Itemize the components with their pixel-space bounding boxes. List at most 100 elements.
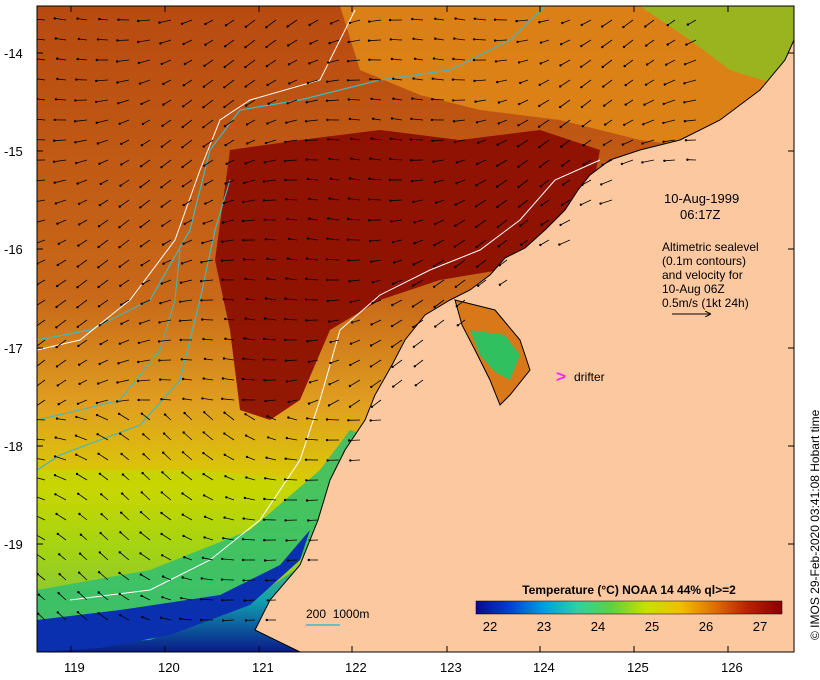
velocity-arrow-head — [304, 120, 308, 123]
velocity-arrow-head — [497, 101, 501, 104]
velocity-arrow — [454, 219, 466, 227]
velocity-arrow — [265, 477, 277, 481]
velocity-arrow-head — [202, 337, 205, 341]
velocity-arrow — [266, 39, 277, 48]
velocity-arrow-head — [53, 181, 56, 184]
velocity-arrow-head — [223, 105, 226, 109]
velocity-arrow — [222, 398, 235, 401]
velocity-arrow — [121, 493, 130, 501]
velocity-arrow — [37, 299, 46, 306]
velocity-arrow — [583, 139, 592, 146]
velocity-arrow-head — [117, 102, 120, 105]
velocity-arrow-head — [388, 178, 392, 181]
velocity-arrow-head — [432, 265, 436, 268]
velocity-arrow-head — [328, 320, 331, 323]
velocity-arrow — [644, 99, 655, 106]
velocity-arrow — [76, 159, 88, 164]
velocity-arrow-head — [413, 365, 416, 368]
velocity-arrow — [56, 339, 67, 348]
velocity-arrow — [163, 79, 172, 85]
velocity-arrow-head — [243, 599, 246, 602]
velocity-arrow-head — [160, 186, 163, 189]
velocity-arrow-head — [369, 157, 372, 160]
velocity-arrow-head — [348, 21, 352, 25]
velocity-arrow — [623, 39, 634, 48]
velocity-arrow-head — [391, 240, 395, 244]
velocity-arrow — [99, 552, 109, 561]
velocity-arrow-head — [389, 199, 392, 202]
lon-label: 125 — [627, 660, 649, 675]
velocity-arrow-head — [348, 384, 352, 388]
velocity-arrow-head — [161, 471, 164, 474]
velocity-arrow — [348, 39, 361, 43]
velocity-arrow — [518, 179, 529, 188]
velocity-arrow-head — [266, 83, 269, 87]
velocity-arrow — [37, 613, 46, 621]
velocity-arrow-head — [182, 397, 185, 400]
velocity-arrow — [456, 159, 466, 163]
velocity-arrow-head — [308, 62, 311, 65]
velocity-arrow — [369, 239, 382, 242]
velocity-arrow-head — [286, 217, 289, 221]
velocity-arrow-head — [97, 612, 100, 615]
velocity-arrow-head — [284, 140, 287, 144]
velocity-arrow — [538, 119, 550, 128]
velocity-arrow-head — [182, 105, 185, 108]
velocity-arrow-head — [367, 39, 371, 42]
velocity-arrow — [288, 59, 298, 65]
velocity-arrow — [474, 18, 487, 21]
velocity-arrow-head — [346, 238, 350, 241]
velocity-arrow — [330, 339, 340, 343]
velocity-arrow-head — [624, 103, 627, 106]
velocity-arrow — [162, 219, 172, 227]
velocity-arrow-head — [159, 378, 162, 381]
velocity-arrow-head — [140, 144, 144, 147]
velocity-arrow-head — [326, 278, 329, 282]
velocity-arrow-head — [204, 22, 207, 26]
velocity-arrow-head — [348, 177, 352, 180]
velocity-arrow-head — [558, 243, 561, 246]
velocity-arrow — [476, 179, 487, 186]
velocity-arrow-head — [96, 142, 100, 145]
velocity-arrow — [161, 279, 172, 284]
velocity-arrow-head — [141, 282, 144, 286]
velocity-arrow — [201, 279, 214, 282]
velocity-arrow — [119, 572, 130, 581]
velocity-arrow-head — [308, 217, 311, 220]
velocity-arrow — [164, 414, 172, 421]
velocity-arrow-head — [98, 551, 102, 554]
velocity-arrow-head — [307, 402, 311, 405]
velocity-arrow — [139, 79, 151, 84]
velocity-arrow-head — [97, 591, 100, 594]
velocity-arrow-head — [433, 305, 436, 309]
velocity-arrow — [163, 433, 172, 441]
velocity-arrow — [603, 139, 613, 146]
velocity-arrow — [245, 59, 256, 68]
velocity-arrow — [222, 259, 235, 262]
velocity-arrow-head — [97, 245, 100, 249]
velocity-arrow — [141, 413, 151, 421]
velocity-arrow-head — [77, 591, 80, 594]
velocity-arrow — [433, 159, 445, 162]
velocity-arrow-head — [432, 57, 436, 60]
velocity-arrow-head — [98, 324, 101, 327]
velocity-arrow — [432, 139, 445, 142]
lat-label: -14 — [4, 46, 23, 61]
velocity-arrow — [604, 119, 613, 125]
velocity-arrow — [100, 532, 109, 541]
colorbar-tick: 24 — [590, 619, 606, 634]
velocity-arrow-head — [33, 495, 35, 497]
velocity-arrow-head — [34, 346, 36, 348]
velocity-arrow — [139, 319, 151, 324]
velocity-arrows — [33, 17, 697, 622]
velocity-arrow — [498, 239, 508, 247]
velocity-arrow — [37, 199, 46, 202]
velocity-arrow-head — [223, 65, 226, 69]
date-label: 10-Aug-1999 — [664, 191, 740, 206]
velocity-arrow-head — [181, 576, 184, 579]
velocity-arrow-head — [34, 366, 36, 368]
velocity-arrow — [307, 339, 319, 342]
velocity-arrow-head — [52, 160, 56, 163]
velocity-arrow — [183, 79, 193, 86]
velocity-arrow — [286, 539, 298, 541]
